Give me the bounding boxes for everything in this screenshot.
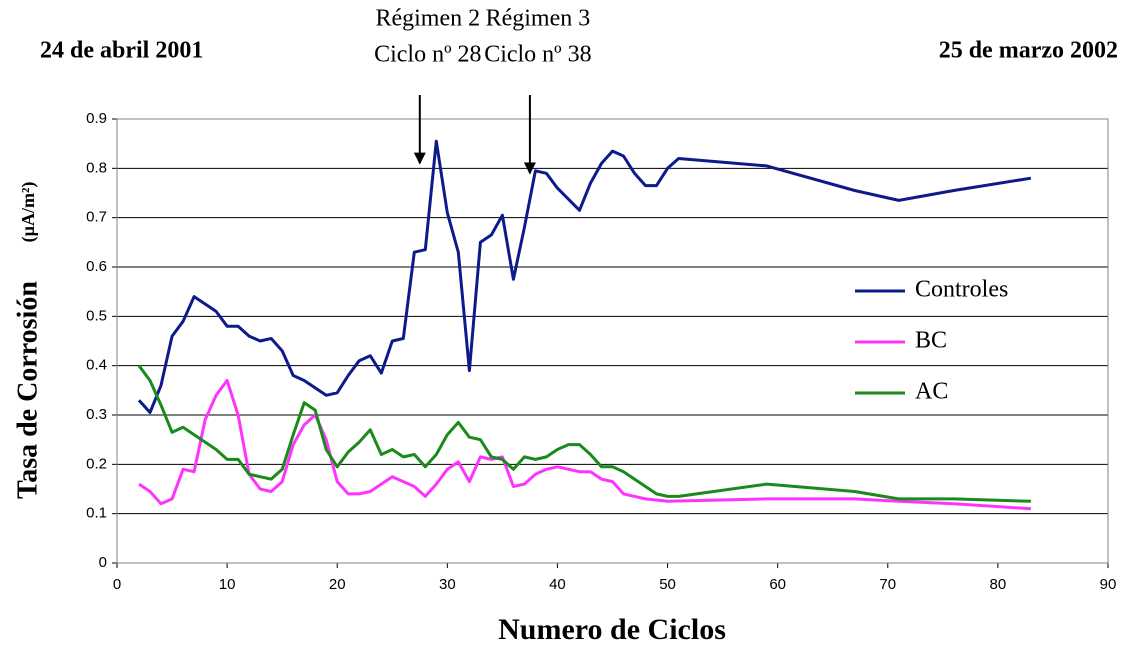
x-tick-label: 50 xyxy=(659,576,676,593)
y-tick-label: 0.5 xyxy=(86,307,107,324)
series-line xyxy=(138,379,1031,511)
legend-label: BC xyxy=(915,328,947,354)
annotation-text: Ciclo nº 38 xyxy=(484,42,591,68)
series-line xyxy=(137,364,1031,503)
date-start: 24 de abril 2001 xyxy=(40,38,203,64)
series-line xyxy=(137,139,1032,414)
x-axis-label: Numero de Ciclos xyxy=(498,613,726,646)
annotation-text: Régimen 2 xyxy=(375,6,480,32)
y-tick-label: 0.9 xyxy=(86,110,107,127)
annotation-text: Ciclo nº 28 xyxy=(374,42,481,68)
x-tick-label: 90 xyxy=(1100,576,1117,593)
x-tick-label: 20 xyxy=(329,576,346,593)
y-axis-label: Tasa de Corrosión (µA/m²) xyxy=(12,182,43,499)
y-axis-unit: (µA/m²) xyxy=(18,182,39,243)
x-tick-label: 30 xyxy=(439,576,456,593)
y-tick-label: 0.6 xyxy=(86,258,107,275)
y-tick-label: 0.7 xyxy=(86,209,107,226)
y-tick-label: 0.4 xyxy=(86,357,107,374)
legend-label: Controles xyxy=(915,277,1008,303)
x-tick-label: 40 xyxy=(549,576,566,593)
legend-label: AC xyxy=(915,379,948,405)
y-tick-label: 0.1 xyxy=(86,505,107,522)
y-tick-label: 0.3 xyxy=(86,406,107,423)
annotation-text: Régimen 3 xyxy=(486,6,591,32)
x-tick-label: 80 xyxy=(990,576,1007,593)
y-tick-label: 0.2 xyxy=(86,455,107,472)
x-tick-label: 10 xyxy=(219,576,236,593)
y-axis-title: Tasa de Corrosión xyxy=(12,281,43,499)
x-tick-label: 70 xyxy=(879,576,896,593)
plot-frame xyxy=(116,118,1109,564)
y-tick-label: 0 xyxy=(99,554,107,571)
date-end: 25 de marzo 2002 xyxy=(939,38,1118,64)
x-tick-label: 60 xyxy=(769,576,786,593)
y-tick-label: 0.8 xyxy=(86,159,107,176)
x-tick-label: 0 xyxy=(113,576,121,593)
